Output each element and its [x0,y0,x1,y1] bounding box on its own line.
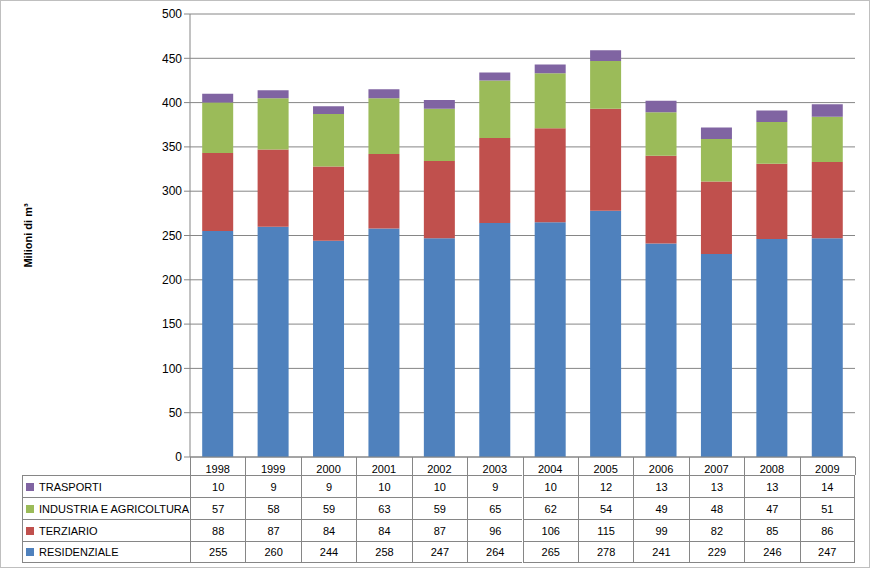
html-text:10: 10 [544,480,557,493]
html-text:96: 96 [489,524,502,537]
html-text:10: 10 [212,480,225,493]
html-text:TERZIARIO: TERZIARIO [39,524,98,537]
svg-text:2003: 2003 [483,463,507,475]
html-text:62: 62 [544,502,557,515]
html-text:59: 59 [433,502,446,515]
html-text:247: 247 [430,546,449,558]
html-text:9: 9 [326,480,333,493]
svg-text:150: 150 [162,317,182,331]
svg-text:500: 500 [162,7,182,21]
html-text:54: 54 [600,502,613,515]
svg-text:350: 350 [162,140,182,154]
html-text:12: 12 [600,480,613,493]
html-text:265: 265 [541,546,560,558]
html-text:INDUSTRIA E AGRICOLTURA: INDUSTRIA E AGRICOLTURA [39,502,190,515]
html-text:246: 246 [763,546,782,558]
html-text:85: 85 [766,524,779,537]
html-text:99: 99 [655,524,668,537]
html-text:84: 84 [322,524,336,537]
svg-text:2006: 2006 [649,463,673,475]
svg-text:300: 300 [162,184,182,198]
html-text:58: 58 [267,502,280,515]
svg-text:2002: 2002 [427,463,451,475]
html-text:13: 13 [655,480,668,493]
html-text:87: 87 [267,524,280,537]
svg-text:2009: 2009 [815,463,839,475]
html-text:13: 13 [766,480,779,493]
html-text:49: 49 [655,502,668,515]
html-text:RESIDENZIALE: RESIDENZIALE [39,546,119,558]
html-text:65: 65 [489,502,502,515]
html-text:10: 10 [433,480,446,493]
html-text:57: 57 [212,502,225,515]
html-text:278: 278 [596,546,616,558]
svg-text:0: 0 [175,450,182,464]
html-text:106: 106 [541,524,560,537]
svg-text:2007: 2007 [704,463,728,475]
html-text:255: 255 [209,546,228,558]
html-text:9: 9 [270,480,277,493]
svg-text:100: 100 [162,362,182,376]
svg-text:2004: 2004 [538,463,562,475]
svg-text:2008: 2008 [760,463,784,475]
html-text:87: 87 [433,524,446,537]
svg-text:200: 200 [162,273,182,287]
html-text:260: 260 [264,546,283,558]
html-text:264: 264 [486,546,505,558]
html-text:51: 51 [821,502,834,515]
html-text:13: 13 [710,480,724,493]
svg-text:250: 250 [162,229,182,243]
html-text:115: 115 [597,524,615,537]
html-text:258: 258 [375,546,394,558]
html-text:241: 241 [652,546,671,558]
svg-text:Milioni di m³: Milioni di m³ [22,203,34,267]
html-text:86: 86 [821,524,834,537]
html-text:59: 59 [322,502,336,515]
svg-text:1998: 1998 [205,463,229,475]
html-text:244: 244 [319,546,339,558]
svg-text:450: 450 [162,52,182,66]
html-text:247: 247 [818,546,837,558]
html-text:47: 47 [766,502,779,515]
svg-text:2001: 2001 [372,463,396,475]
svg-text:2005: 2005 [593,463,617,475]
html-text:TRASPORTI: TRASPORTI [39,480,102,493]
html-text:63: 63 [378,502,391,515]
html-text:84: 84 [378,524,391,537]
svg-text:400: 400 [162,96,182,110]
html-text:9: 9 [492,480,499,493]
html-text:10: 10 [378,480,391,493]
html-text:229: 229 [707,546,727,558]
html-text:82: 82 [710,524,724,537]
svg-text:1999: 1999 [261,463,285,475]
svg-text:2000: 2000 [316,463,340,475]
html-text:48: 48 [710,502,724,515]
html-text:88: 88 [212,524,225,537]
html-text:14: 14 [821,480,834,493]
svg-text:50: 50 [169,406,183,420]
